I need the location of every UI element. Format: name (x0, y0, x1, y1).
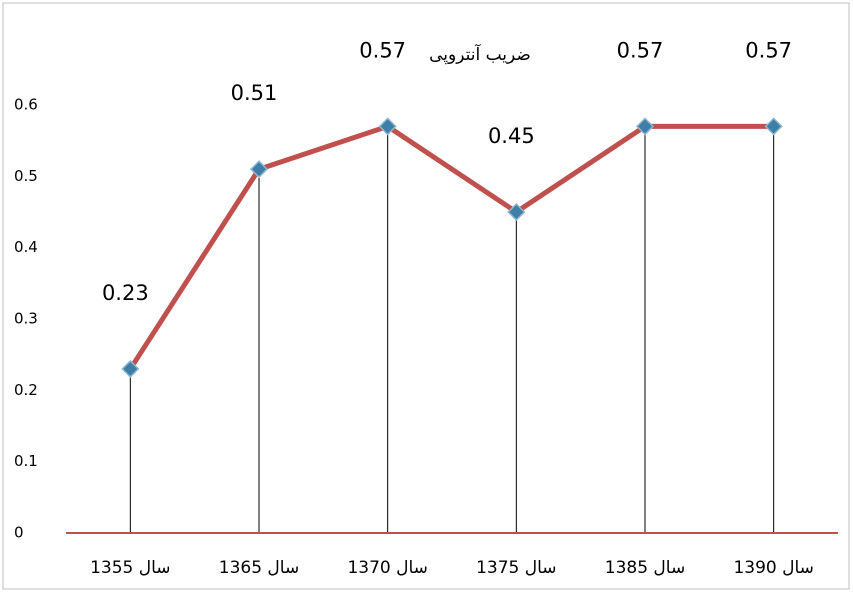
x-tick-label: سال 1370 (347, 558, 427, 578)
marker (764, 117, 783, 136)
y-tick-label: 0.4 (14, 238, 38, 256)
data-label: 0.23 (102, 281, 149, 305)
y-tick-label: 0.6 (14, 96, 38, 114)
x-tick-label: سال 1385 (605, 558, 685, 578)
x-tick-label: سال 1390 (733, 558, 813, 578)
data-label: 0.51 (231, 81, 278, 105)
y-tick-label: 0.3 (14, 310, 38, 328)
series-line (128, 123, 774, 371)
x-tick-label: سال 1365 (219, 558, 299, 578)
marker (249, 160, 269, 179)
data-label: 0.57 (359, 38, 406, 62)
x-tick-label: سال 1375 (476, 558, 556, 578)
y-tick-label: 0.5 (14, 167, 38, 185)
data-label: 0.45 (488, 124, 535, 148)
y-tick-label: 0.1 (14, 452, 38, 470)
marker (121, 359, 140, 378)
y-tick-label: 0.2 (14, 381, 38, 399)
data-label: 0.57 (745, 38, 792, 62)
data-label: 0.57 (617, 38, 664, 62)
chart-title: ضریب آنتروپی (429, 43, 531, 65)
marker (507, 202, 526, 222)
marker (378, 117, 397, 136)
y-tick-label: 0 (14, 524, 24, 542)
marker (635, 117, 655, 136)
x-tick-label: سال 1355 (90, 558, 170, 578)
